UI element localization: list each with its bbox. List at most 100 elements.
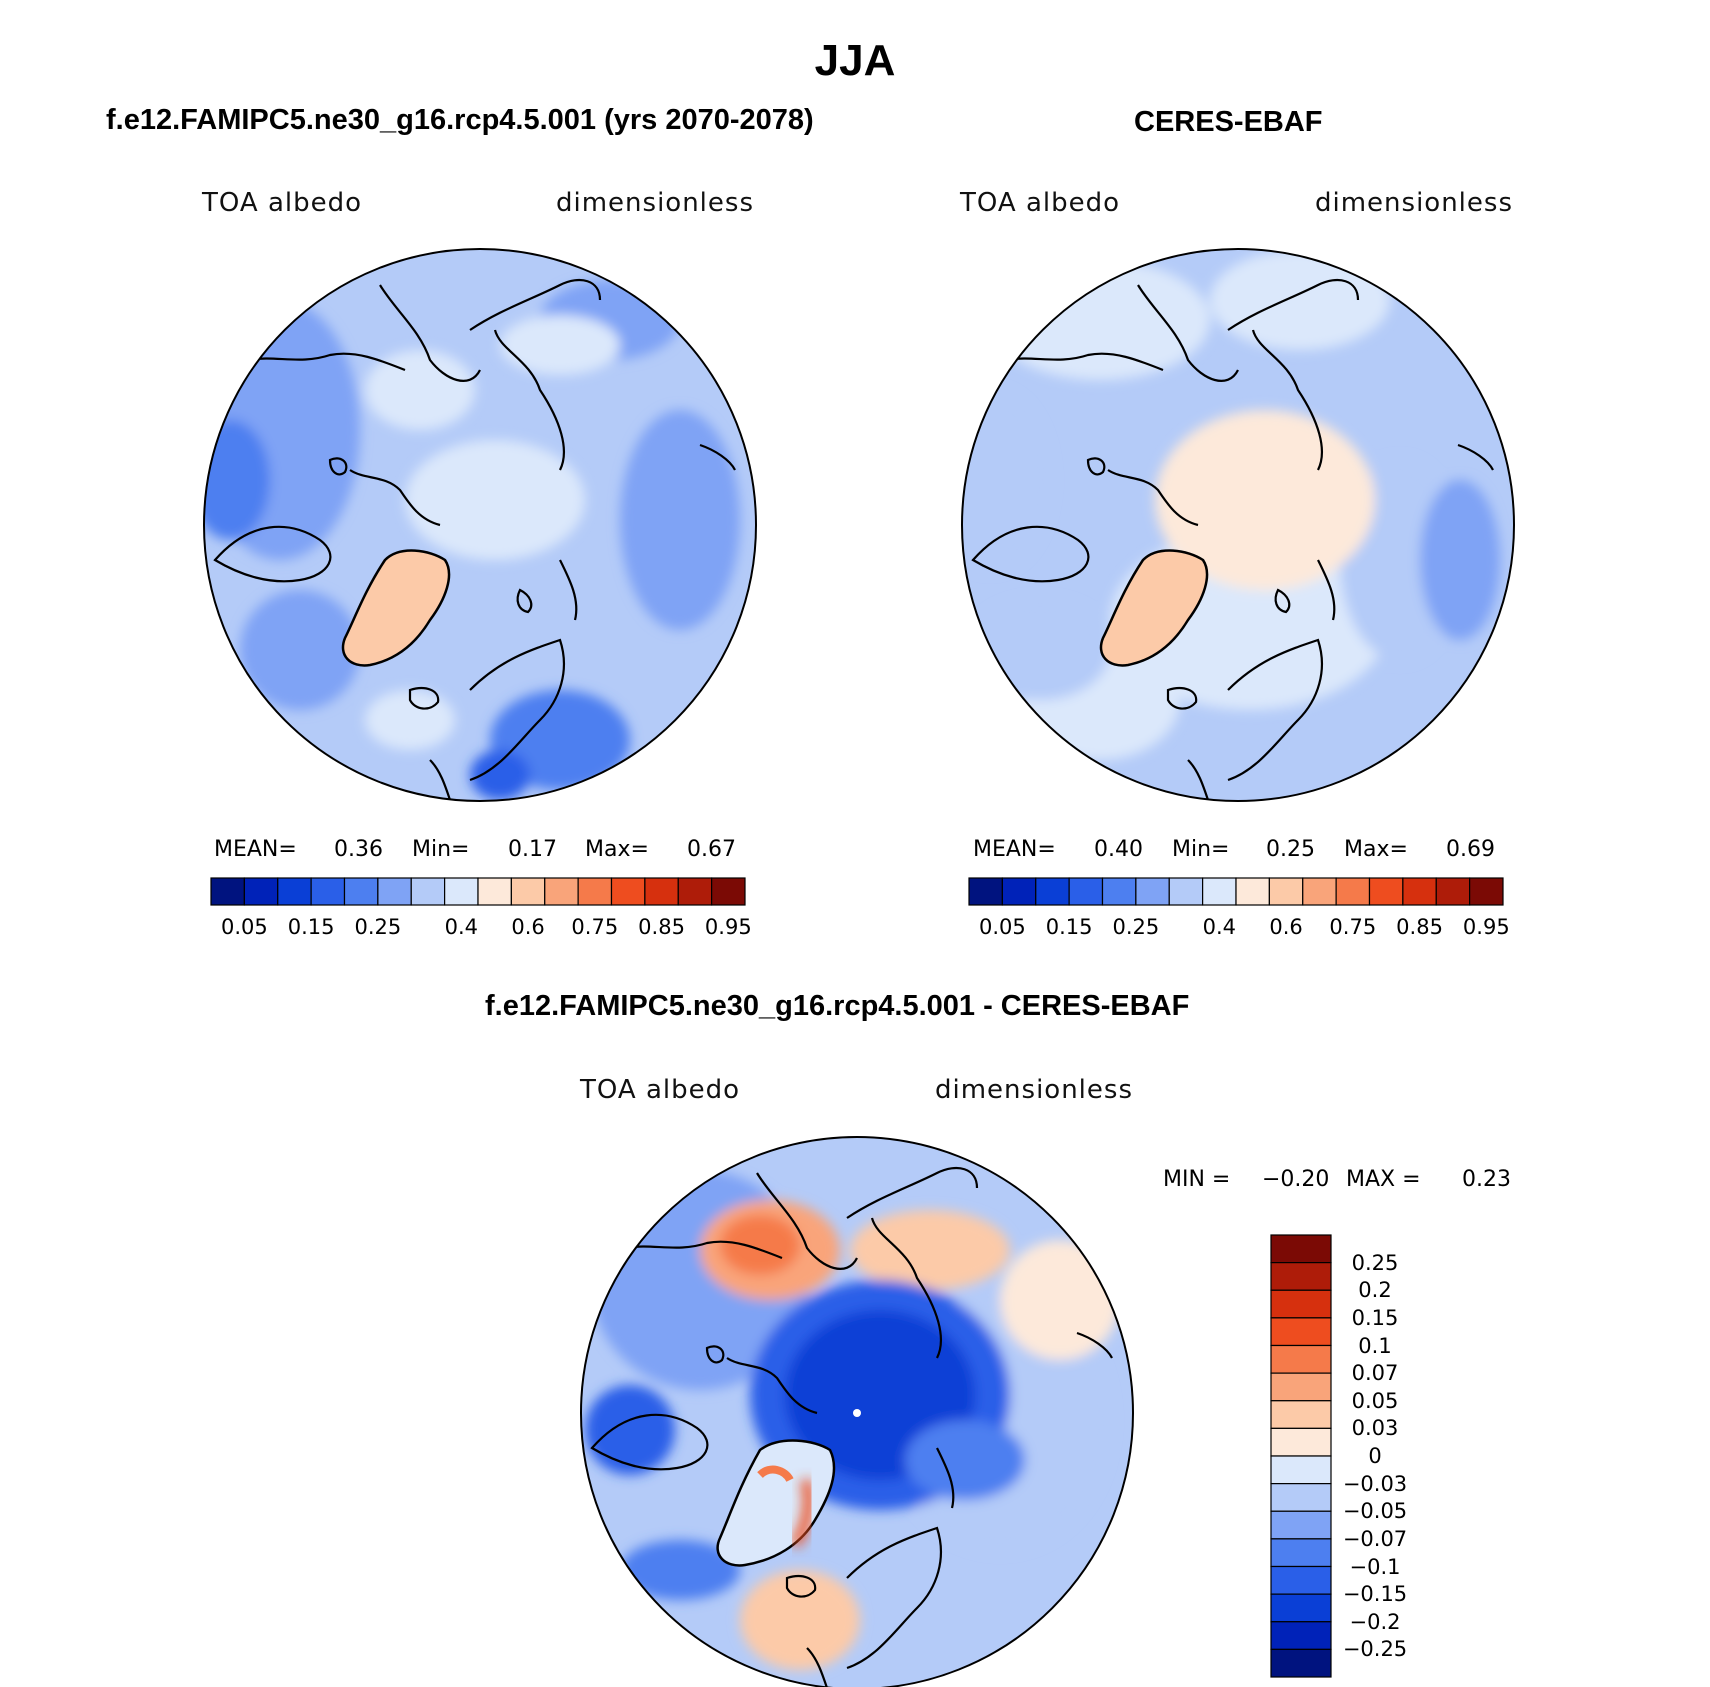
colorbar-tick-label: 0 [1368, 1444, 1382, 1468]
colorbar-swatch [1068, 877, 1104, 906]
panel3-min-value: −0.20 [1262, 1167, 1330, 1192]
colorbar-tick-label: 0.05 [978, 915, 1026, 939]
colorbar-swatch [1270, 1621, 1332, 1650]
colorbar-tick-label: 0.75 [1329, 915, 1377, 939]
panel1-min-value: 0.17 [508, 837, 557, 862]
panel3-max-value: 0.23 [1462, 1167, 1511, 1192]
colorbar-tick-label: 0.05 [1351, 1388, 1399, 1413]
colorbar-swatch [1270, 1400, 1332, 1429]
panel2-variable: TOA albedo [960, 188, 1121, 218]
colorbar-swatch [968, 877, 1003, 906]
panel2-heading: CERES-EBAF [1134, 106, 1323, 138]
colorbar-swatch [1270, 1262, 1332, 1291]
colorbar-swatch [1270, 1538, 1332, 1568]
colorbar-tick-label: 0.95 [1462, 915, 1510, 939]
colorbar-tick-label: 0.25 [1112, 915, 1160, 939]
colorbar-swatch [677, 877, 713, 906]
colorbar-tick-label: 0.4 [1202, 915, 1237, 939]
colorbar-swatch [577, 877, 613, 906]
panel3-units: dimensionless [935, 1075, 1133, 1105]
colorbar-tick-label: 0.2 [1358, 1278, 1392, 1303]
panel1-units: dimensionless [556, 188, 754, 218]
colorbar-tick-label: −0.1 [1349, 1554, 1401, 1579]
colorbar-swatch [610, 877, 646, 906]
colorbar-swatch [1402, 877, 1437, 906]
panel2-min-value: 0.25 [1266, 837, 1315, 862]
colorbar-swatch [343, 877, 379, 906]
colorbar-tick-label: 0.15 [1351, 1305, 1399, 1330]
colorbar-swatch [711, 877, 746, 906]
panel1-max-label: Max= [585, 837, 649, 862]
colorbar-tick-label: 0.03 [1351, 1416, 1399, 1441]
colorbar-swatch [1335, 877, 1371, 906]
colorbar-swatch [510, 877, 546, 906]
colorbar-swatch [644, 877, 679, 906]
colorbar-tick-label: 0.1 [1358, 1333, 1392, 1358]
colorbar-swatch [1001, 877, 1037, 906]
colorbar-tick-label: 0.85 [1396, 915, 1443, 939]
colorbar-tick-label: 0.25 [354, 915, 402, 939]
colorbar-swatch [444, 877, 479, 906]
colorbar-tick-label: 0.15 [1045, 915, 1093, 939]
panel3-colorbar [1270, 1234, 1332, 1678]
colorbar-swatch [1270, 1317, 1332, 1347]
colorbar-swatch [1270, 1234, 1332, 1264]
colorbar-swatch [1101, 877, 1137, 906]
panel2-mean-label: MEAN= [973, 837, 1056, 862]
colorbar-swatch [243, 877, 279, 906]
colorbar-tick-label: −0.2 [1349, 1609, 1401, 1634]
panel1-heading: f.e12.FAMIPC5.ne30_g16.rcp4.5.001 (yrs 2… [106, 104, 814, 136]
colorbar-swatch [1469, 877, 1504, 906]
panel1-mean-value: 0.36 [334, 837, 383, 862]
colorbar-tick-label: −0.05 [1342, 1499, 1408, 1524]
colorbar-tick-label: 0.6 [1269, 915, 1303, 939]
panel2-max-value: 0.69 [1446, 837, 1495, 862]
panel3-heading: f.e12.FAMIPC5.ne30_g16.rcp4.5.001 - CERE… [485, 990, 1190, 1022]
colorbar-tick-label: 0.25 [1351, 1250, 1399, 1275]
colorbar-tick-label: 0.07 [1351, 1361, 1399, 1386]
colorbar-swatch [1302, 877, 1337, 906]
colorbar-tick-label: 0.95 [704, 915, 752, 939]
colorbar-tick-label: 0.85 [638, 915, 685, 939]
colorbar-swatch [410, 877, 446, 906]
colorbar-swatch [1270, 1372, 1332, 1402]
colorbar-swatch [544, 877, 579, 906]
colorbar-swatch [210, 877, 245, 906]
colorbar-swatch [1368, 877, 1404, 906]
colorbar-swatch [377, 877, 412, 906]
panel1-max-value: 0.67 [687, 837, 736, 862]
panel3-map [580, 1136, 1134, 1687]
colorbar-swatch [1270, 1427, 1332, 1457]
colorbar-swatch [1270, 1344, 1332, 1374]
colorbar-swatch [310, 877, 346, 906]
colorbar-swatch [1435, 877, 1471, 906]
colorbar-swatch [477, 877, 512, 906]
colorbar-swatch [1270, 1648, 1332, 1678]
panel2-max-label: Max= [1344, 837, 1408, 862]
panel1-map [203, 248, 757, 802]
colorbar-tick-label: 0.4 [444, 915, 479, 939]
panel1-min-label: Min= [412, 837, 470, 862]
colorbar-swatch [1135, 877, 1170, 906]
panel1-mean-label: MEAN= [214, 837, 297, 862]
colorbar-tick-label: −0.07 [1342, 1526, 1408, 1551]
colorbar-tick-label: 0.75 [571, 915, 619, 939]
colorbar-swatch [1270, 1593, 1332, 1623]
colorbar-tick-label: −0.03 [1342, 1471, 1408, 1496]
colorbar-swatch [1270, 1455, 1332, 1485]
colorbar-swatch [277, 877, 312, 906]
colorbar-swatch [1270, 1483, 1332, 1512]
panel2-units: dimensionless [1315, 188, 1513, 218]
colorbar-tick-label: −0.15 [1342, 1582, 1408, 1607]
panel2-mean-value: 0.40 [1094, 837, 1143, 862]
colorbar-swatch [1268, 877, 1304, 906]
colorbar-tick-label: 0.15 [287, 915, 335, 939]
colorbar-swatch [1202, 877, 1237, 906]
panel3-max-label: MAX = [1346, 1167, 1421, 1192]
panel3-variable: TOA albedo [580, 1075, 741, 1105]
main-title: JJA [814, 36, 896, 85]
colorbar-tick-label: −0.25 [1342, 1637, 1408, 1662]
panel2-map [961, 248, 1515, 802]
panel3-min-label: MIN = [1163, 1167, 1231, 1192]
